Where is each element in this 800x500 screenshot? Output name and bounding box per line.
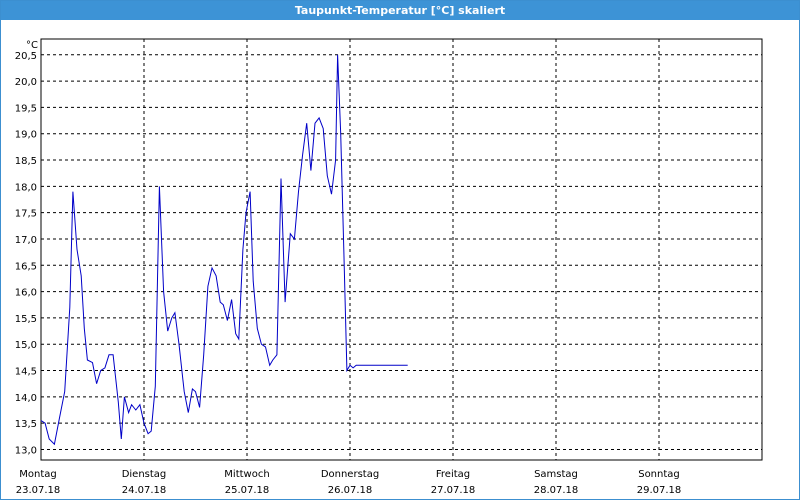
grid-lines (41, 39, 762, 460)
x-tick-day-name: Mittwoch (224, 469, 269, 480)
y-tick-label: 18,0 (15, 182, 37, 193)
x-tick-date: 29.07.18 (637, 485, 682, 496)
y-tick-label: 19,0 (15, 130, 37, 141)
x-tick-date: 26.07.18 (328, 485, 373, 496)
y-tick-label: 20,5 (15, 51, 37, 62)
y-tick-labels: 13,0 13,5 14,0 14,5 15,0 15,5 16,0 16,5 17,0 17,5… (15, 51, 37, 457)
x-tick-day-name: Donnerstag (321, 469, 379, 480)
x-tick-date: 27.07.18 (431, 485, 476, 496)
y-tick-label: 16,0 (15, 288, 37, 299)
x-tick-labels: Montag 23.07.18 Dienstag 24.07.18 Mittwoch 25… (16, 469, 682, 496)
series-line-dewpoint (40, 54, 408, 446)
window-title: Taupunkt-Temperatur [°C] skaliert (1, 1, 799, 20)
x-tick-date: 28.07.18 (534, 485, 579, 496)
x-tick-day-name: Sonntag (638, 469, 680, 480)
y-tick-label: 15,5 (15, 314, 37, 325)
x-tick-day-name: Samstag (534, 469, 578, 480)
y-tick-label: 17,5 (15, 209, 37, 220)
y-tick-label: 13,0 (15, 445, 37, 456)
y-tick-label: 15,0 (15, 340, 37, 351)
y-tick-label: 18,5 (15, 156, 37, 167)
y-axis-unit-label: °C (26, 40, 38, 51)
x-tick-date: 24.07.18 (122, 485, 167, 496)
x-tick-day-name: Dienstag (122, 469, 167, 480)
y-tick-label: 14,5 (15, 367, 37, 378)
x-tick-day-name: Montag (19, 469, 56, 480)
y-tick-label: 14,0 (15, 393, 37, 404)
x-tick-day-name: Freitag (436, 469, 470, 480)
x-tick-date: 25.07.18 (225, 485, 270, 496)
y-tick-label: 16,5 (15, 261, 37, 272)
y-tick-label: 20,0 (15, 77, 37, 88)
y-tick-label: 17,0 (15, 235, 37, 246)
y-tick-label: 19,5 (15, 103, 37, 114)
y-tick-label: 13,5 (15, 419, 37, 430)
x-tick-date: 23.07.18 (16, 485, 61, 496)
plot-area (40, 38, 763, 461)
